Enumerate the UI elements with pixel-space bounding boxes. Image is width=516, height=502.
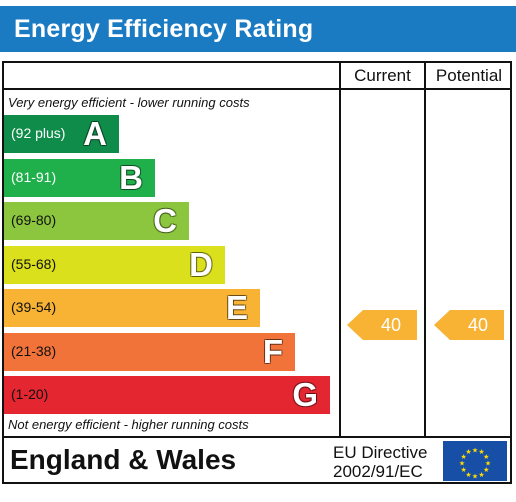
band-f: (21-38) F [4, 332, 295, 371]
band-range-label: (69-80) [11, 212, 57, 228]
eu-star-icon: ★ [483, 466, 489, 474]
column-potential-label: Potential [435, 66, 503, 85]
note-efficient: Very energy efficient - lower running co… [8, 95, 250, 110]
band-g: (1-20) G [4, 376, 330, 414]
column-current-label: Current [354, 66, 411, 85]
eu-directive-line2: 2002/91/EC [333, 462, 423, 481]
eu-star-icon: ★ [483, 453, 489, 461]
eu-directive-line1: EU Directive [333, 443, 428, 462]
divider-potential [424, 61, 426, 437]
potential-rating-arrow: 40 [434, 310, 504, 340]
eu-flag-icon: ★ ★ ★ ★ ★ ★ ★ ★ ★ ★ ★ ★ [443, 441, 507, 481]
band-letter: G [292, 376, 318, 413]
band-a: (92 plus) A [4, 115, 119, 153]
band-letter: C [153, 202, 177, 239]
band-range-label: (81-91) [11, 168, 57, 185]
page-title: Energy Efficiency Rating [14, 15, 314, 43]
band-range-label: (39-54) [11, 299, 57, 315]
band-e: (39-54) E [4, 289, 260, 327]
band-range-label: (1-20) [11, 386, 49, 402]
band-d: (55-68) D [4, 245, 225, 284]
band-letter: A [83, 115, 107, 152]
current-rating-value: 40 [380, 315, 402, 335]
eu-stars-icon: ★ ★★★★★★★★★★★ [459, 447, 491, 481]
band-range-label: (21-38) [11, 342, 57, 359]
eu-star-icon: ★ [461, 453, 467, 461]
eu-star-icon: ★ [485, 460, 491, 468]
footer-divider [2, 436, 512, 438]
band-letter: B [119, 158, 143, 196]
rating-table [2, 61, 512, 484]
eu-star-icon: ★ [461, 466, 467, 474]
country-label: England & Wales [10, 444, 237, 475]
eu-star-icon: ★ [472, 473, 478, 481]
band-range-label: (92 plus) [11, 125, 66, 141]
divider-current [339, 61, 341, 437]
eu-directive-label: EU Directive 2002/91/EC [333, 443, 427, 481]
band-letter: D [189, 245, 213, 283]
eu-star-icon: ★ [459, 460, 465, 468]
eu-star-icon: ★ [465, 471, 471, 479]
band-letter: E [225, 289, 248, 326]
band-b: (81-91) B [4, 158, 155, 197]
band-letter: F [262, 332, 283, 370]
eu-star-icon: ★ [478, 448, 484, 456]
band-c: (69-80) C [4, 202, 189, 240]
eu-star-icon: ★ [465, 448, 471, 456]
note-inefficient: Not energy efficient - higher running co… [8, 417, 249, 432]
eu-star-icon: ★ [478, 471, 484, 479]
eu-star-icon: ★ [472, 447, 478, 455]
header-bar: Energy Efficiency Rating [0, 6, 516, 52]
band-range-label: (55-68) [11, 255, 57, 272]
header-divider [2, 88, 512, 90]
current-rating-arrow: 40 [347, 310, 417, 340]
potential-rating-value: 40 [467, 315, 489, 335]
